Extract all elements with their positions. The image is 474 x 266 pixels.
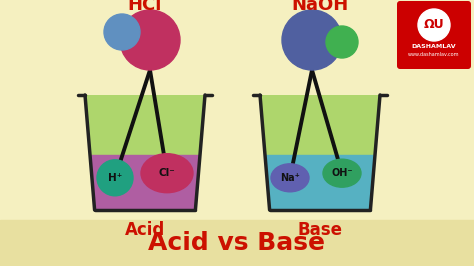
Text: DASHAMLAV: DASHAMLAV xyxy=(412,44,456,49)
Circle shape xyxy=(282,10,342,70)
Ellipse shape xyxy=(141,154,193,193)
Circle shape xyxy=(97,160,133,196)
Bar xyxy=(0,220,474,266)
Circle shape xyxy=(326,26,358,58)
Circle shape xyxy=(104,14,140,50)
Text: NaOH: NaOH xyxy=(292,0,348,14)
Polygon shape xyxy=(265,155,375,210)
Text: HCl: HCl xyxy=(128,0,162,14)
Text: ΩU: ΩU xyxy=(424,19,444,31)
Text: Acid vs Base: Acid vs Base xyxy=(148,231,326,255)
Text: Base: Base xyxy=(298,221,343,239)
Text: H⁺: H⁺ xyxy=(108,173,122,183)
Polygon shape xyxy=(85,95,205,210)
Text: Acid: Acid xyxy=(125,221,165,239)
Text: Na⁺: Na⁺ xyxy=(280,173,300,183)
FancyBboxPatch shape xyxy=(397,1,471,69)
Text: OH⁻: OH⁻ xyxy=(331,168,353,178)
Text: www.dashamlav.com: www.dashamlav.com xyxy=(408,52,460,57)
Text: Cl⁻: Cl⁻ xyxy=(159,168,175,178)
Circle shape xyxy=(120,10,180,70)
Polygon shape xyxy=(90,155,200,210)
Ellipse shape xyxy=(323,159,361,187)
Polygon shape xyxy=(260,95,380,210)
Ellipse shape xyxy=(271,164,309,192)
Circle shape xyxy=(418,9,450,41)
